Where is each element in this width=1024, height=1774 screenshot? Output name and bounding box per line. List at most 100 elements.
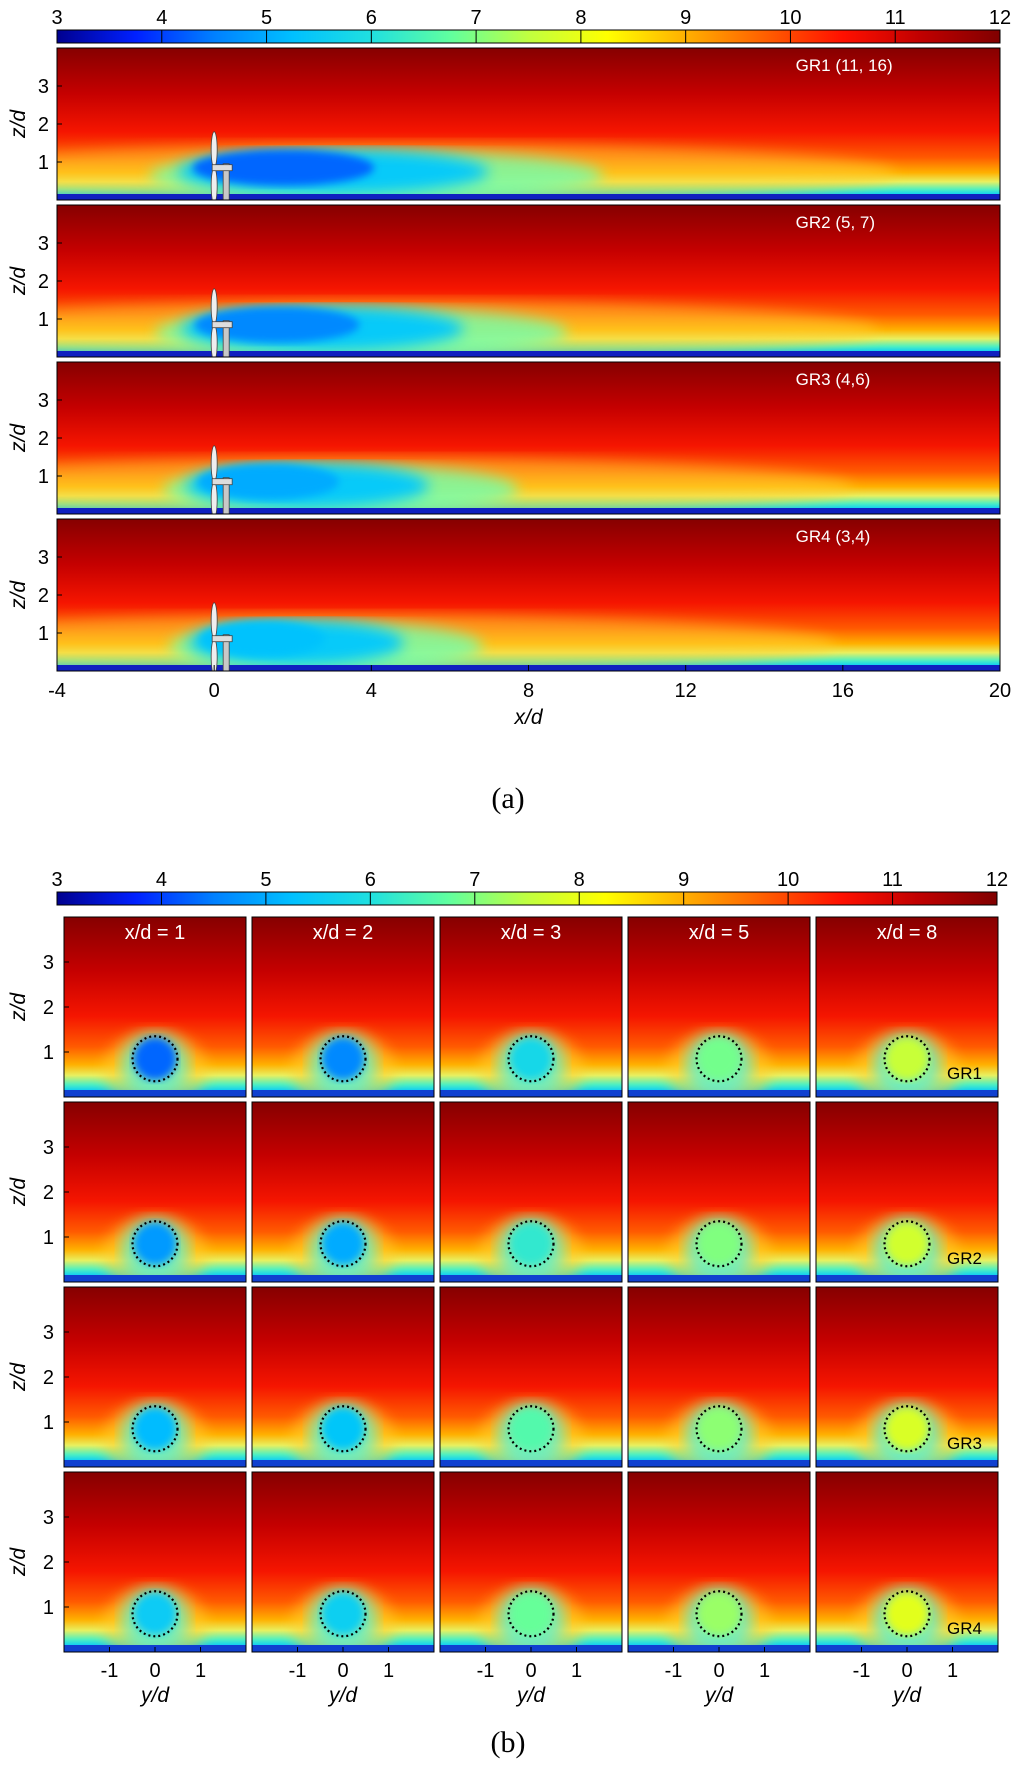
y-tick-label: 1: [38, 152, 49, 174]
ground-layer: [440, 1275, 622, 1282]
rotor-circle: [319, 1590, 367, 1638]
wake-core: [133, 1222, 177, 1266]
ground-layer: [816, 1275, 998, 1282]
y-tick-label: 1: [38, 623, 49, 645]
y-tick-label: 3: [38, 390, 49, 412]
a-colorbar-tick-label: 10: [779, 7, 801, 29]
y-axis-label: z/d: [7, 266, 30, 296]
y-tick-label: 1: [43, 1412, 54, 1434]
rotor-circle: [131, 1035, 179, 1083]
panel-a-row-4: [57, 519, 1000, 671]
ground-layer: [628, 1275, 810, 1282]
wake-core: [133, 1037, 177, 1081]
column-label-5: x/d = 8: [877, 922, 938, 944]
row-label-2: GR2: [947, 1249, 982, 1268]
wake-core: [697, 1407, 741, 1451]
turbine-blade-upper: [210, 131, 218, 169]
wake-core: [509, 1222, 553, 1266]
panel-b-frame: [627, 916, 811, 1098]
panel-b-cell: [252, 917, 434, 1097]
ground-layer: [57, 351, 1000, 357]
y-tick-label: 2: [38, 114, 49, 136]
y-axis-label: z/d: [7, 1547, 30, 1577]
turbine-tower: [222, 477, 230, 514]
x-tick-label: 0: [901, 1660, 912, 1682]
row-label-4: GR4: [947, 1619, 982, 1638]
wake-core: [321, 1592, 365, 1636]
x-axis-label: y/d: [703, 1684, 734, 1707]
rotor-circle: [695, 1405, 743, 1453]
b-colorbar-tick-label: 4: [156, 869, 167, 891]
panel-b-frame: [439, 1101, 623, 1283]
y-axis-label: z/d: [7, 580, 30, 610]
y-tick-label: 2: [43, 997, 54, 1019]
rotor-circle: [883, 1590, 931, 1638]
panel-label-3: GR3 (4,6): [796, 370, 871, 389]
y-tick-label: 1: [38, 309, 49, 331]
panel-b-frame: [627, 1101, 811, 1283]
x-tick-label: 16: [832, 680, 854, 702]
x-tick-label: 0: [209, 680, 220, 702]
caption-b: (b): [491, 1726, 526, 1759]
wake-core: [321, 1037, 365, 1081]
wake-min-core: [199, 620, 325, 657]
x-axis-label: y/d: [139, 1684, 170, 1707]
b-colorbar-tick-label: 3: [51, 869, 62, 891]
row-label-1: GR1: [947, 1064, 982, 1083]
a-colorbar-tick-label: 12: [989, 7, 1011, 29]
a-colorbar-tick-label: 4: [156, 7, 167, 29]
turbine-blade-lower: [210, 481, 218, 514]
y-tick-label: 3: [38, 233, 49, 255]
wake-core: [509, 1037, 553, 1081]
b-colorbar-tick-label: 10: [777, 869, 799, 891]
panel-a-row-1: [57, 48, 1000, 200]
wake-core: [697, 1037, 741, 1081]
panel-b-frame: [251, 1286, 435, 1468]
turbine-blade-upper: [210, 288, 218, 326]
y-tick-label: 3: [43, 1507, 54, 1529]
y-axis-label: z/d: [7, 1177, 30, 1207]
y-tick-label: 1: [43, 1597, 54, 1619]
x-tick-label: 1: [759, 1660, 770, 1682]
caption-a: (a): [491, 782, 524, 815]
rotor-circle: [507, 1220, 555, 1268]
rotor-circle: [883, 1220, 931, 1268]
wake-core: [133, 1592, 177, 1636]
turbine-blade-upper: [210, 445, 218, 483]
turbine-nacelle: [211, 635, 233, 643]
y-tick-label: 3: [38, 547, 49, 569]
wake-core: [133, 1407, 177, 1451]
a-colorbar-tick-label: 7: [471, 7, 482, 29]
wake-core: [885, 1592, 929, 1636]
panel-b-cell: [628, 917, 810, 1097]
panel-b-frame: [251, 916, 435, 1098]
panel-b-frame: [627, 1286, 811, 1468]
b-colorbar-tick-label: 6: [365, 869, 376, 891]
wake-min-core: [192, 149, 375, 186]
wake-core: [697, 1222, 741, 1266]
rotor-circle: [507, 1590, 555, 1638]
y-tick-label: 2: [38, 271, 49, 293]
rotor-circle: [507, 1035, 555, 1083]
panel-b-cell: [64, 1472, 246, 1652]
panel-b-cell: [628, 1102, 810, 1282]
ground-layer: [440, 1090, 622, 1097]
y-tick-label: 2: [38, 585, 49, 607]
x-tick-label: 4: [366, 680, 377, 702]
rotor-circle: [695, 1035, 743, 1083]
y-axis-label: z/d: [7, 423, 30, 453]
a-colorbar-tick-label: 3: [51, 7, 62, 29]
b-colorbar: [56, 891, 998, 906]
column-label-1: x/d = 1: [125, 922, 186, 944]
ground-layer: [252, 1090, 434, 1097]
panel-label-4: GR4 (3,4): [796, 527, 871, 546]
a-colorbar-tick-label: 9: [680, 7, 691, 29]
x-tick-label: 0: [713, 1660, 724, 1682]
rotor-circle: [319, 1035, 367, 1083]
x-axis-label: y/d: [891, 1684, 922, 1707]
panel-b-cell: [252, 1287, 434, 1467]
panel-b-frame: [815, 916, 999, 1098]
turbine-blade-lower: [210, 324, 218, 357]
y-tick-label: 1: [43, 1042, 54, 1064]
